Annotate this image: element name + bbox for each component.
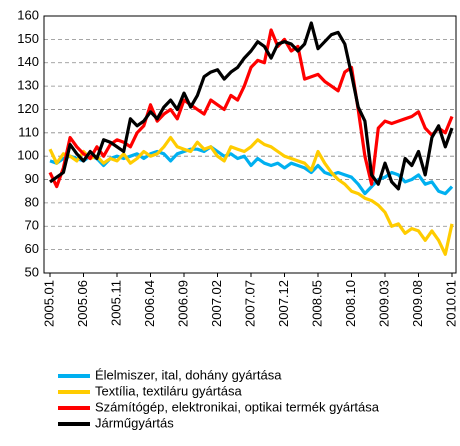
legend-label: Élelmiszer, ital, dohány gyártása: [95, 367, 282, 382]
legend-label: Járműgyártás: [95, 415, 174, 430]
series-line: [48, 135, 454, 256]
y-tick-label: 110: [18, 124, 39, 139]
x-tick-label: 2005.11: [108, 280, 123, 326]
y-tick-label: 60: [25, 241, 39, 256]
x-tick-label: 2005.06: [75, 280, 90, 327]
x-tick-label: 2006.09: [175, 280, 190, 327]
series-line: [49, 145, 454, 196]
x-tick-label: 2009.08: [410, 280, 425, 327]
x-tick-label: 2007.07: [242, 280, 257, 327]
series-line: [48, 28, 454, 189]
y-tick-label: 160: [17, 7, 39, 22]
x-tick-label: 2010.01: [443, 280, 458, 327]
y-tick-label: 70: [25, 218, 39, 233]
x-tick-label: 2009.03: [376, 280, 391, 327]
x-tick-label: 2006.04: [142, 280, 157, 327]
y-tick-label: 80: [25, 194, 39, 209]
x-tick-label: 2008.10: [343, 280, 358, 327]
x-tick-label: 2005.01: [41, 280, 56, 327]
y-tick-label: 140: [17, 54, 39, 69]
x-tick-label: 2007.12: [276, 280, 291, 327]
x-tick-label: 2008.05: [309, 280, 324, 327]
y-tick-label: 120: [17, 101, 39, 116]
y-tick-label: 90: [25, 171, 39, 186]
plot-frame: [43, 15, 457, 274]
y-tick-label: 150: [17, 31, 39, 46]
legend-label: Textília, textiláru gyártása: [95, 383, 242, 398]
y-tick-label: 130: [17, 78, 39, 93]
series-line: [49, 21, 454, 191]
y-tick-label: 100: [17, 148, 39, 163]
y-tick-label: 50: [25, 264, 39, 279]
x-tick-label: 2007.02: [209, 280, 224, 327]
legend-label: Számítógép, elektronikai, optikai termék…: [95, 399, 380, 414]
